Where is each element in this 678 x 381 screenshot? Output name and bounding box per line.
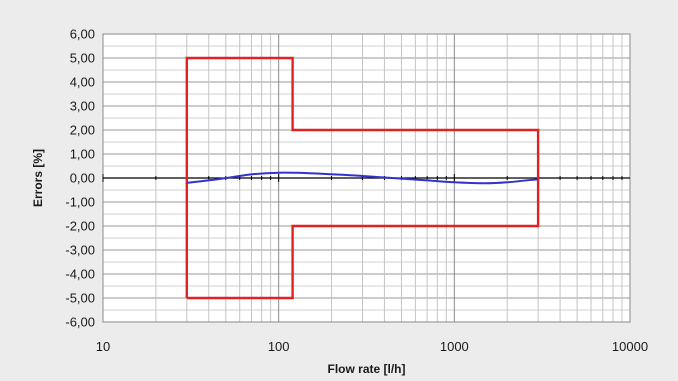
y-tick-label: 4,00 bbox=[70, 75, 95, 90]
x-axis-title: Flow rate [l/h] bbox=[328, 362, 406, 376]
y-tick-label: -2,00 bbox=[65, 219, 95, 234]
error-limit-envelope bbox=[185, 56, 540, 300]
y-tick-label: 5,00 bbox=[70, 51, 95, 66]
y-tick-label: 0,00 bbox=[70, 171, 95, 186]
x-tick-label: 100 bbox=[268, 339, 290, 354]
zero-line-group bbox=[102, 174, 630, 182]
y-tick-label: 6,00 bbox=[70, 27, 95, 42]
x-tick-label: 1000 bbox=[440, 339, 469, 354]
y-axis-title: Errors [%] bbox=[31, 149, 45, 207]
x-tick-label: 10 bbox=[96, 339, 110, 354]
y-tick-label: 3,00 bbox=[70, 99, 95, 114]
error-curve bbox=[186, 171, 539, 185]
x-tick-label: 10000 bbox=[612, 339, 648, 354]
y-tick-label: -3,00 bbox=[65, 243, 95, 258]
y-tick-label: -5,00 bbox=[65, 291, 95, 306]
y-tick-labels: -6,00 -5,00 -4,00 -3,00 -2,00 -1,00 0,00 1,00 2,… bbox=[65, 27, 95, 330]
x-tick-labels: 10 100 1000 10000 bbox=[96, 339, 648, 354]
y-tick-label: -6,00 bbox=[65, 315, 95, 330]
y-tick-label: 2,00 bbox=[70, 123, 95, 138]
y-tick-label: 1,00 bbox=[70, 147, 95, 162]
series-group bbox=[185, 56, 540, 300]
y-tick-label: -4,00 bbox=[65, 267, 95, 282]
y-tick-label: -1,00 bbox=[65, 195, 95, 210]
